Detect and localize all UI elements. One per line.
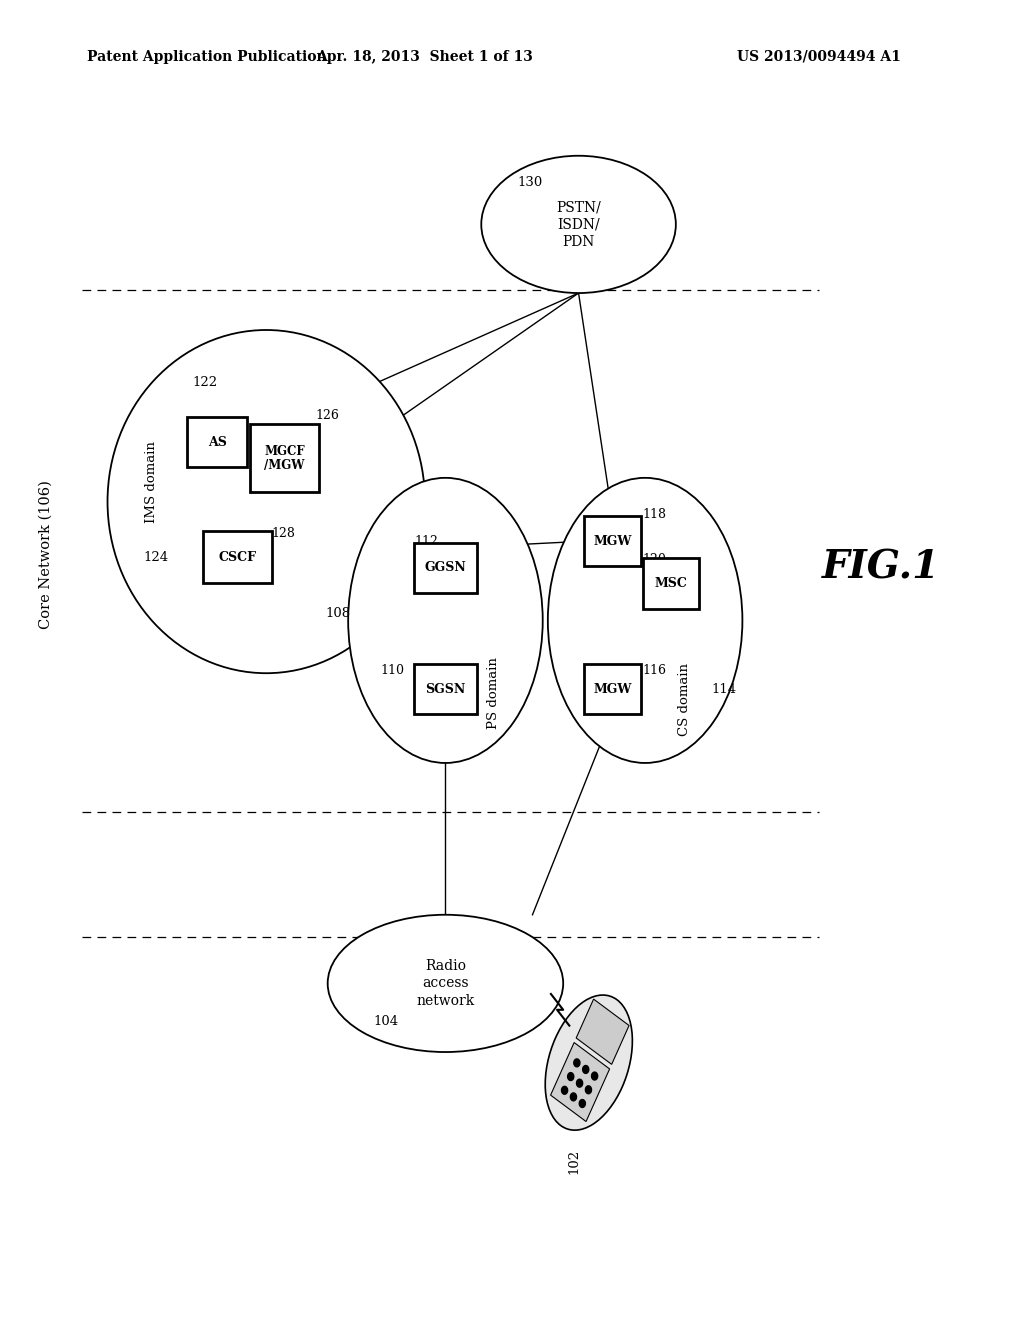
Text: 118: 118 [642, 508, 666, 521]
Ellipse shape [348, 478, 543, 763]
Text: US 2013/0094494 A1: US 2013/0094494 A1 [737, 50, 901, 63]
Text: MGCF
/MGW: MGCF /MGW [264, 445, 305, 471]
FancyBboxPatch shape [577, 999, 629, 1064]
FancyBboxPatch shape [584, 516, 641, 566]
Text: 108: 108 [326, 607, 351, 620]
Circle shape [573, 1059, 580, 1067]
Ellipse shape [108, 330, 425, 673]
Text: SGSN: SGSN [425, 682, 466, 696]
Ellipse shape [328, 915, 563, 1052]
Text: MGW: MGW [593, 535, 632, 548]
Text: 110: 110 [381, 664, 404, 677]
Circle shape [580, 1100, 586, 1107]
Text: 120: 120 [642, 553, 666, 566]
FancyBboxPatch shape [414, 543, 477, 593]
Text: AS: AS [208, 436, 226, 449]
Text: PSTN/
ISDN/
PDN: PSTN/ ISDN/ PDN [556, 201, 601, 248]
Text: 130: 130 [517, 176, 543, 189]
Text: 122: 122 [193, 376, 218, 389]
Text: IMS domain: IMS domain [145, 441, 158, 523]
Ellipse shape [481, 156, 676, 293]
FancyBboxPatch shape [584, 664, 641, 714]
Text: 114: 114 [712, 682, 737, 696]
Ellipse shape [548, 478, 742, 763]
Text: CSCF: CSCF [218, 550, 257, 564]
Text: Core Network (106): Core Network (106) [39, 480, 53, 628]
Text: 126: 126 [315, 409, 339, 422]
Text: 102: 102 [567, 1148, 580, 1175]
Text: 128: 128 [271, 527, 295, 540]
Circle shape [586, 1086, 592, 1094]
Text: Apr. 18, 2013  Sheet 1 of 13: Apr. 18, 2013 Sheet 1 of 13 [316, 50, 534, 63]
Circle shape [561, 1086, 567, 1094]
Text: Patent Application Publication: Patent Application Publication [87, 50, 327, 63]
Text: 124: 124 [143, 550, 169, 564]
Text: 116: 116 [642, 664, 666, 677]
FancyBboxPatch shape [187, 417, 247, 467]
Circle shape [577, 1080, 583, 1088]
FancyBboxPatch shape [250, 424, 319, 492]
FancyBboxPatch shape [551, 1043, 609, 1122]
FancyBboxPatch shape [414, 664, 477, 714]
Text: 112: 112 [415, 535, 438, 548]
Circle shape [570, 1093, 577, 1101]
Circle shape [567, 1073, 573, 1081]
Circle shape [583, 1065, 589, 1073]
Text: PS domain: PS domain [487, 657, 500, 729]
Text: 104: 104 [374, 1015, 399, 1028]
Text: Radio
access
network: Radio access network [417, 960, 474, 1007]
Text: CS domain: CS domain [678, 663, 690, 737]
Text: MGW: MGW [593, 682, 632, 696]
Circle shape [592, 1072, 598, 1080]
Text: MSC: MSC [654, 577, 687, 590]
Text: FIG.1: FIG.1 [821, 549, 940, 586]
Ellipse shape [545, 995, 633, 1130]
FancyBboxPatch shape [203, 531, 272, 583]
FancyBboxPatch shape [643, 558, 699, 609]
Text: GGSN: GGSN [425, 561, 466, 574]
